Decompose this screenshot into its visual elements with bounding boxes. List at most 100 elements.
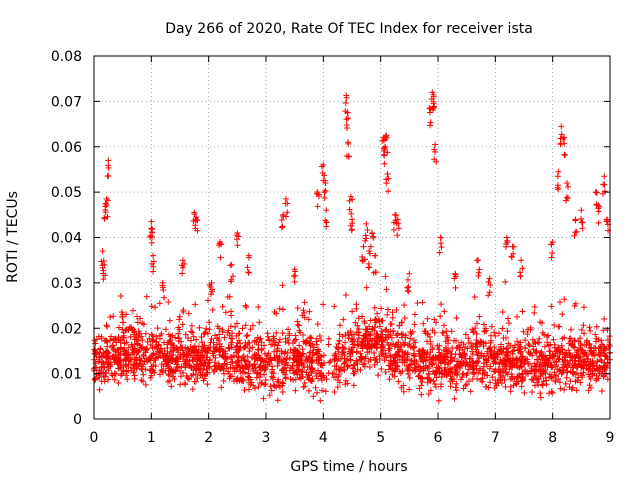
data-point bbox=[366, 363, 373, 370]
data-point bbox=[427, 378, 434, 385]
data-point bbox=[495, 330, 502, 337]
data-point bbox=[411, 350, 418, 357]
data-point bbox=[500, 372, 506, 379]
data-point bbox=[375, 372, 382, 379]
data-point bbox=[139, 366, 146, 373]
data-point bbox=[437, 313, 444, 320]
data-point bbox=[545, 357, 552, 364]
y-tick-label: 0.07 bbox=[51, 94, 82, 110]
y-tick-label: 0.06 bbox=[51, 140, 82, 156]
data-point bbox=[304, 364, 311, 371]
data-point bbox=[182, 381, 189, 388]
data-point bbox=[429, 106, 436, 113]
data-point bbox=[510, 347, 517, 354]
data-point bbox=[270, 374, 277, 381]
data-point bbox=[236, 346, 243, 353]
data-point bbox=[313, 341, 320, 348]
data-point bbox=[379, 351, 386, 358]
data-point bbox=[343, 94, 350, 101]
data-point bbox=[317, 371, 324, 378]
data-point bbox=[342, 292, 349, 299]
data-point bbox=[561, 363, 568, 370]
data-point bbox=[153, 333, 160, 340]
data-point bbox=[442, 338, 449, 345]
data-point bbox=[406, 270, 413, 277]
data-point bbox=[566, 383, 573, 390]
data-point bbox=[453, 387, 460, 394]
data-point bbox=[213, 341, 220, 348]
data-point bbox=[427, 338, 434, 345]
data-point bbox=[569, 384, 576, 391]
data-point bbox=[561, 151, 568, 158]
data-point bbox=[437, 352, 444, 359]
data-point bbox=[603, 362, 610, 369]
data-point bbox=[109, 354, 116, 361]
data-point bbox=[282, 374, 289, 381]
data-point bbox=[514, 373, 521, 380]
data-point bbox=[181, 358, 188, 365]
data-point bbox=[205, 297, 212, 304]
data-point bbox=[192, 301, 199, 308]
data-point bbox=[204, 381, 211, 388]
data-point bbox=[592, 345, 599, 352]
data-point bbox=[319, 163, 326, 170]
data-point bbox=[209, 306, 216, 313]
data-point bbox=[103, 202, 110, 209]
data-point bbox=[329, 370, 336, 377]
data-point bbox=[287, 364, 294, 371]
data-point bbox=[363, 344, 370, 351]
data-point bbox=[313, 338, 320, 345]
data-point bbox=[393, 212, 400, 219]
data-point bbox=[227, 364, 234, 371]
data-point bbox=[435, 397, 442, 404]
data-point bbox=[222, 350, 229, 357]
data-point bbox=[300, 338, 307, 345]
data-point bbox=[260, 362, 267, 369]
x-tick-label: 9 bbox=[606, 430, 615, 446]
data-point bbox=[226, 332, 233, 339]
data-point bbox=[529, 376, 536, 383]
data-point bbox=[411, 344, 418, 351]
data-point bbox=[242, 302, 249, 309]
data-point bbox=[595, 336, 602, 343]
data-point bbox=[373, 331, 380, 338]
data-point bbox=[318, 387, 325, 394]
data-point bbox=[398, 334, 405, 341]
data-point bbox=[366, 348, 373, 355]
data-point bbox=[378, 305, 385, 312]
data-point bbox=[169, 358, 176, 365]
data-point bbox=[305, 371, 312, 378]
data-point bbox=[502, 243, 509, 250]
data-point bbox=[300, 383, 307, 390]
data-point bbox=[591, 352, 598, 359]
data-point bbox=[141, 358, 148, 365]
data-point bbox=[488, 323, 495, 330]
data-point bbox=[422, 357, 429, 364]
data-point bbox=[206, 357, 213, 364]
data-point bbox=[295, 322, 302, 329]
data-point bbox=[487, 379, 494, 386]
data-point bbox=[123, 368, 130, 375]
data-point bbox=[105, 172, 112, 179]
data-point bbox=[469, 351, 476, 358]
data-point bbox=[561, 386, 568, 393]
data-point bbox=[243, 333, 250, 340]
data-point bbox=[362, 237, 369, 244]
data-point bbox=[301, 299, 308, 306]
data-point bbox=[283, 195, 290, 202]
data-point bbox=[278, 224, 285, 231]
data-point bbox=[247, 381, 254, 388]
data-point bbox=[346, 332, 353, 339]
data-point bbox=[206, 326, 213, 333]
data-point bbox=[382, 369, 389, 376]
data-point bbox=[346, 197, 353, 204]
data-point bbox=[194, 375, 201, 382]
data-point bbox=[568, 326, 575, 333]
data-point bbox=[436, 349, 443, 356]
data-point bbox=[273, 310, 280, 317]
data-point bbox=[191, 211, 198, 218]
data-point bbox=[474, 340, 481, 347]
data-point bbox=[455, 342, 462, 349]
data-point bbox=[149, 229, 156, 236]
data-point bbox=[284, 200, 291, 207]
